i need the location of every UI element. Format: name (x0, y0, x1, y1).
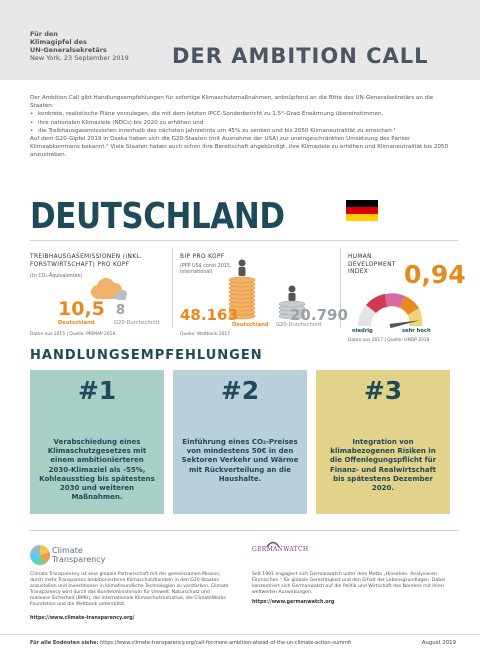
hdi-high-label: sehr hoch (402, 328, 431, 334)
gdp-compare: 20.790 (290, 306, 348, 324)
card-text: Integration von klimabezogenen Risiken i… (329, 438, 437, 493)
gdp-source: Quelle: Weltbank 2017 (180, 332, 231, 337)
gdp-unit: (PPP US$ const 2015, international) (180, 264, 232, 275)
intro-lead: Der Ambition Call gibt Handlungsempfehlu… (30, 95, 434, 110)
endnotes-link[interactable]: https://www.climate-transparency.org/cal… (100, 640, 352, 646)
recommendation-card-3: #3 Integration von klimabezogenen Risike… (316, 370, 450, 514)
gdp-title: BIP PRO KOPF (180, 254, 225, 260)
ct-name-2: Transparency (52, 555, 106, 564)
hdi-source: Daten aus 2017 | Quelle: UNDP 2018 (348, 338, 430, 343)
card-number: #1 (77, 376, 117, 405)
coin-stacks-icon (228, 259, 306, 320)
emissions-title: TREIBHAUSGASEMISSIONEN (INKL. FORSTWIRTS… (30, 254, 143, 268)
card-text: Verabschiedung eines Klimaschutzgesetzes… (39, 438, 155, 502)
divider (0, 634, 480, 635)
event-place-date: New York, 23 September 2019 (30, 54, 129, 62)
card-number: #3 (363, 376, 403, 405)
gdp-value: 48.163 (180, 306, 238, 324)
intro-bullets: konkrete, realistische Pläne vorzulegen,… (30, 110, 458, 135)
ct-name-1: Climate (52, 546, 83, 555)
ct-description: Climate Transparency ist eine globale Pa… (30, 572, 229, 608)
header-band (0, 0, 480, 80)
endnotes: Für alle Endnoten siehe: https://www.cli… (30, 640, 351, 646)
ct-link[interactable]: https://www.climate-transparency.org/ (30, 616, 135, 621)
page-title: DER AMBITION CALL (172, 44, 429, 68)
emissions-compare: 8 (116, 303, 126, 318)
card-text: Einführung eines CO₂-Preises von mindest… (181, 438, 299, 483)
gw-description: Seit 1991 engagiert sich Germanwatch unt… (252, 572, 446, 596)
hdi-title: HUMAN DEVELOPMENT INDEX (348, 254, 396, 275)
divider (172, 248, 173, 328)
event-line-3: UN-Generalsekretärs (30, 46, 107, 54)
event-line-2: Klimagipfel des (30, 38, 87, 46)
hdi-value: 0,94 (404, 260, 466, 289)
emissions-value: 10,5 (58, 298, 105, 320)
germanwatch-logo: GERMANWATCH (252, 546, 309, 553)
divider (30, 240, 458, 241)
event-info: Für den Klimagipfel des UN-Generalsekret… (30, 30, 129, 62)
intro-text: Der Ambition Call gibt Handlungsempfehlu… (30, 94, 458, 160)
germanwatch-logo-icon (266, 541, 280, 548)
intro-closing: Auf dem G20-Gipfel 2019 in Osaka haben s… (30, 136, 449, 159)
emissions-source: Daten aus 2015 | Quelle: PRIMAP 2018 (30, 332, 116, 337)
country-title: DEUTSCHLAND (30, 196, 285, 237)
intro-bullet: die Treibhausgasemissionen innerhalb des… (30, 127, 458, 135)
publication-date: August 2019 (421, 640, 456, 646)
endnotes-label: Für alle Endnoten siehe: (30, 640, 99, 646)
intro-bullet: ihre nationalen Klimaziele (NDCs) bis 20… (30, 119, 458, 127)
hdi-gauge (358, 293, 423, 328)
emissions-label: Deutschland (58, 320, 95, 326)
climate-transparency-logo-icon (30, 545, 50, 565)
hdi-low-label: niedrig (352, 328, 373, 334)
section-title: HANDLUNGSEMPFEHLUNGEN (30, 348, 263, 363)
card-number: #2 (220, 376, 260, 405)
divider (340, 248, 341, 328)
germany-flag-icon (346, 200, 378, 221)
divider (30, 530, 458, 531)
emissions-cloud-icon (91, 278, 127, 300)
climate-transparency-logo: Climate Transparency (52, 546, 105, 564)
gdp-compare-label: G20-Durchschnitt (276, 322, 322, 328)
emissions-unit: (tn CO₂-Äquivalenten) (30, 274, 83, 279)
gdp-label: Deutschland (232, 322, 269, 328)
gw-link[interactable]: https://www.germanwatch.org (252, 600, 335, 605)
intro-bullet: konkrete, realistische Pläne vorzulegen,… (30, 110, 458, 118)
recommendation-card-1: #1 Verabschiedung eines Klimaschutzgeset… (30, 370, 164, 514)
event-line-1: Für den (30, 30, 58, 38)
emissions-compare-label: G20-Durchschnitt (114, 320, 160, 326)
recommendation-card-2: #2 Einführung eines CO₂-Preises von mind… (173, 370, 307, 514)
